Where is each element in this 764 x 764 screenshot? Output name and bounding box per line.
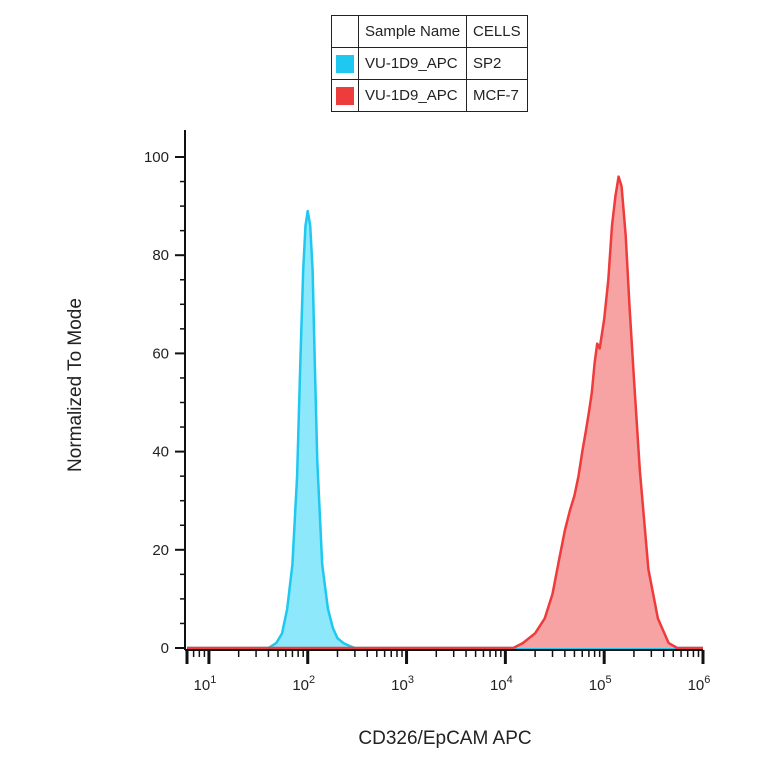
series-area-sp2 bbox=[187, 211, 703, 648]
x-axis-title: CD326/EpCAM APC bbox=[358, 728, 531, 749]
legend-sample-name: VU-1D9_APC bbox=[357, 79, 468, 112]
y-tick-label: 60 bbox=[152, 345, 169, 362]
x-tick-label: 106 bbox=[688, 674, 711, 694]
series-line-sp2 bbox=[187, 209, 703, 650]
legend-row: VU-1D9_APC MCF-7 bbox=[331, 79, 528, 112]
y-tick-label: 100 bbox=[144, 149, 169, 166]
y-axis-title: Normalized To Mode bbox=[65, 298, 86, 472]
x-tick-label: 102 bbox=[292, 674, 315, 694]
x-ticks: 101 102 103 104 105 106 bbox=[185, 650, 711, 694]
legend-row: VU-1D9_APC SP2 bbox=[331, 47, 528, 80]
legend-table: Sample Name CELLS VU-1D9_APC SP2 VU-1D9_… bbox=[331, 15, 528, 112]
series-layer bbox=[187, 175, 703, 650]
x-tick-label: 105 bbox=[589, 674, 612, 694]
y-tick-label: 20 bbox=[152, 542, 169, 559]
series-area-mcf-7 bbox=[187, 176, 703, 648]
y-tick-label: 0 bbox=[161, 640, 169, 657]
x-tick-label: 101 bbox=[194, 674, 217, 694]
legend-cells-value: SP2 bbox=[466, 47, 528, 80]
legend-swatch-mcf7 bbox=[336, 86, 354, 105]
x-tick-label: 104 bbox=[490, 674, 513, 694]
y-tick-label: 80 bbox=[152, 247, 169, 264]
series-line-mcf-7 bbox=[187, 175, 703, 650]
x-tick-label: 103 bbox=[391, 674, 414, 694]
legend-cells-value: MCF-7 bbox=[466, 79, 528, 112]
legend-sample-name: VU-1D9_APC bbox=[357, 47, 468, 80]
y-tick-label: 40 bbox=[152, 444, 169, 461]
legend-swatch-sp2 bbox=[336, 54, 354, 73]
y-ticks: 0 20 40 60 80 100 bbox=[144, 149, 185, 657]
